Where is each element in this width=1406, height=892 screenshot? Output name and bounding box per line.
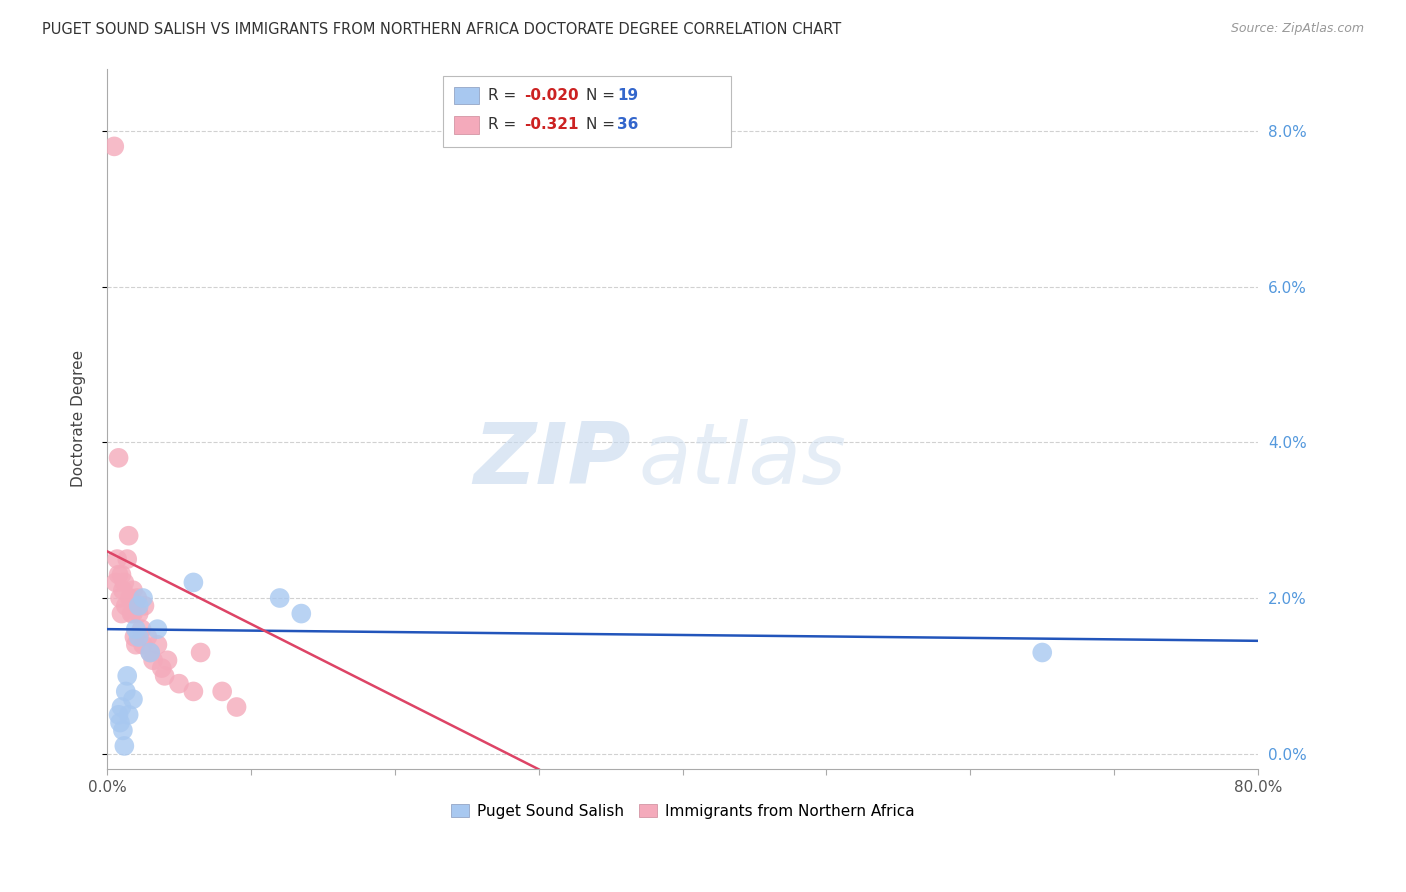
Point (156, 653, 179, 667)
Point (128, 630, 150, 644)
Point (110, 607, 132, 621)
Point (183, 684, 205, 698)
Point (115, 552, 138, 566)
Point (111, 723, 134, 738)
Point (269, 591, 291, 605)
Point (108, 591, 131, 605)
Point (132, 638, 155, 652)
Y-axis label: Doctorate Degree: Doctorate Degree (72, 351, 86, 487)
Point (146, 638, 169, 652)
Point (112, 739, 135, 753)
Point (131, 622, 153, 636)
Point (125, 622, 148, 636)
Point (108, 715, 131, 730)
Point (118, 707, 141, 722)
Point (146, 622, 169, 636)
Point (225, 700, 247, 714)
Point (139, 646, 162, 660)
Point (127, 591, 149, 605)
Text: 36: 36 (617, 118, 638, 132)
Point (111, 583, 134, 598)
Point (107, 450, 129, 465)
Point (150, 661, 173, 675)
Text: R =: R = (488, 118, 526, 132)
Point (1031, 646, 1053, 660)
Point (114, 684, 136, 698)
Text: PUGET SOUND SALISH VS IMMIGRANTS FROM NORTHERN AFRICA DOCTORATE DEGREE CORRELATI: PUGET SOUND SALISH VS IMMIGRANTS FROM NO… (42, 22, 841, 37)
Point (110, 567, 132, 582)
Legend: Puget Sound Salish, Immigrants from Northern Africa: Puget Sound Salish, Immigrants from Nort… (444, 797, 921, 825)
Point (132, 591, 155, 605)
Point (211, 684, 233, 698)
Text: R =: R = (488, 88, 522, 103)
Text: N =: N = (586, 118, 620, 132)
Point (124, 630, 146, 644)
Point (107, 707, 129, 722)
Point (110, 700, 132, 714)
Text: -0.020: -0.020 (524, 88, 579, 103)
Point (122, 692, 145, 706)
Point (190, 646, 212, 660)
Point (128, 599, 150, 613)
Point (104, 575, 127, 590)
Point (122, 607, 145, 621)
Point (107, 567, 129, 582)
Point (167, 676, 190, 690)
Text: -0.321: -0.321 (524, 118, 579, 132)
Point (112, 575, 135, 590)
Text: ZIP: ZIP (474, 419, 631, 502)
Point (105, 552, 128, 566)
Point (125, 638, 148, 652)
Point (290, 607, 312, 621)
Point (183, 575, 205, 590)
Point (134, 599, 156, 613)
Point (122, 583, 145, 598)
Point (118, 529, 141, 543)
Point (121, 607, 143, 621)
Point (115, 669, 138, 683)
Text: N =: N = (586, 88, 620, 103)
Point (120, 591, 142, 605)
Point (136, 630, 159, 644)
Text: Source: ZipAtlas.com: Source: ZipAtlas.com (1230, 22, 1364, 36)
Point (103, 139, 125, 153)
Text: atlas: atlas (638, 419, 846, 502)
Point (142, 653, 165, 667)
Text: 19: 19 (617, 88, 638, 103)
Point (139, 646, 162, 660)
Point (128, 607, 150, 621)
Point (114, 599, 136, 613)
Point (153, 669, 176, 683)
